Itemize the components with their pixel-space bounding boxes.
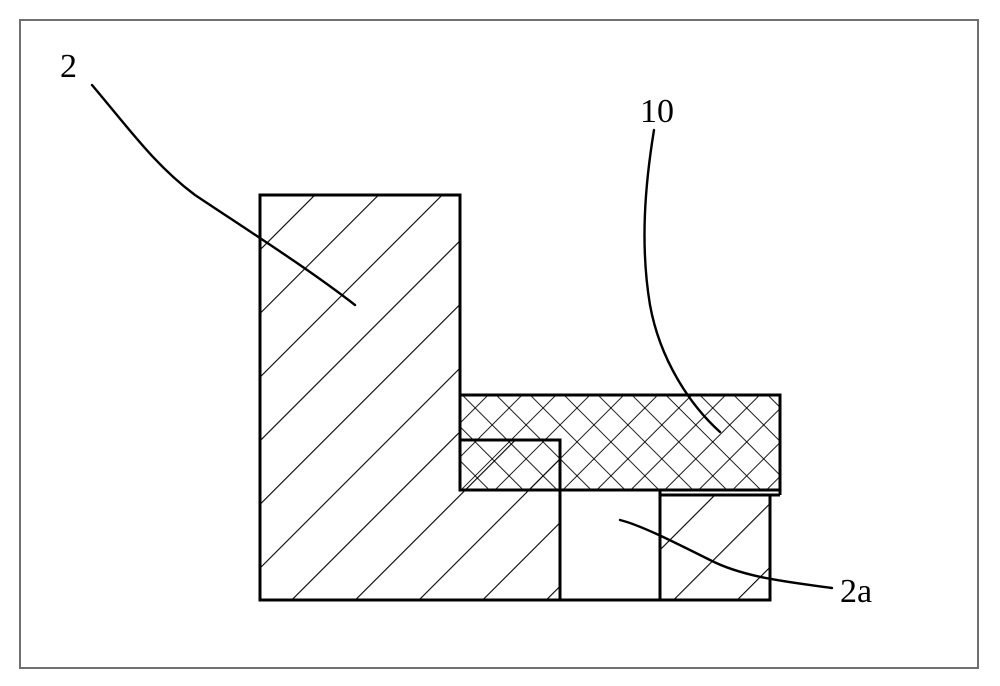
label-part-2: 2 (60, 50, 77, 84)
part-2-right-block (660, 495, 770, 600)
label-part-10: 10 (640, 95, 674, 129)
part-10-plate (460, 395, 780, 490)
label-part-2a: 2a (840, 575, 872, 609)
leader-10 (644, 130, 720, 432)
